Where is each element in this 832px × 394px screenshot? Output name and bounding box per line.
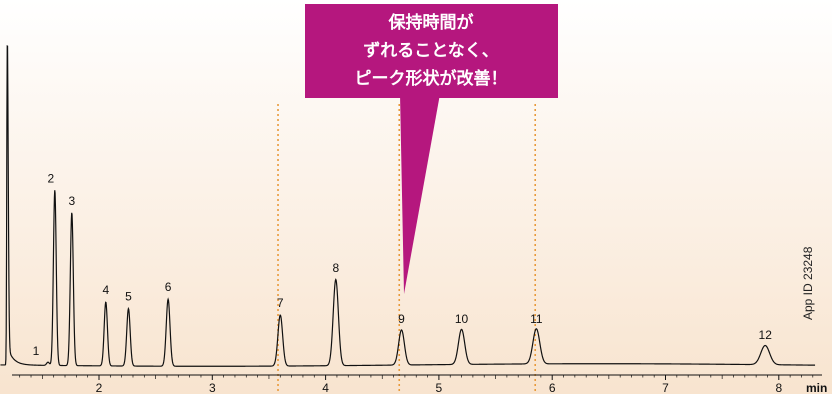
x-axis-ticks: 2 3 4 5 6 7 8	[19, 375, 814, 394]
callout-line-2: ずれることなく、	[363, 41, 499, 61]
peak-label-11: 11	[530, 312, 543, 326]
peak-label-3: 3	[68, 194, 75, 208]
x-tick-label-8: 8	[775, 381, 782, 394]
peak-label-5: 5	[125, 290, 132, 304]
callout-pointer	[400, 94, 440, 294]
peak-label-7: 7	[277, 296, 284, 310]
x-tick-label-2: 2	[96, 381, 103, 394]
peak-label-4: 4	[102, 283, 109, 297]
callout-rect	[305, 4, 558, 98]
peak-label-6: 6	[165, 280, 172, 294]
callout-box: 保持時間が ずれることなく、 ピーク形状が改善！	[305, 4, 558, 294]
peak-label-1: 1	[33, 344, 40, 358]
peak-label-10: 10	[455, 312, 469, 326]
chromatogram-trace	[0, 45, 816, 367]
callout-line-1: 保持時間が	[388, 12, 474, 33]
peak-label-2: 2	[47, 172, 54, 186]
app-id-label: App ID 23248	[801, 246, 815, 320]
x-tick-label-7: 7	[662, 381, 669, 394]
x-axis-unit-label: min	[806, 381, 827, 394]
x-tick-label-3: 3	[209, 381, 216, 394]
x-tick-label-5: 5	[436, 381, 443, 394]
peak-label-12: 12	[759, 328, 773, 342]
reference-lines	[277, 104, 537, 394]
x-tick-label-4: 4	[322, 381, 329, 394]
x-tick-label-6: 6	[549, 381, 556, 394]
peak-label-9: 9	[398, 312, 405, 326]
peak-label-8: 8	[332, 261, 339, 275]
callout-line-3: ピーク形状が改善！	[355, 68, 508, 89]
